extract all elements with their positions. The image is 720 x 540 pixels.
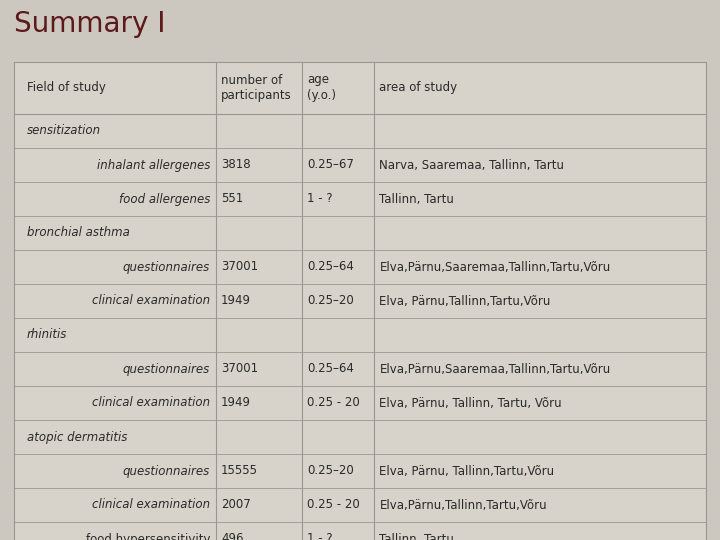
Text: 0.25–20: 0.25–20 <box>307 464 354 477</box>
Text: 551: 551 <box>221 192 243 206</box>
Text: Field of study: Field of study <box>27 82 105 94</box>
Text: Summary I: Summary I <box>14 10 166 38</box>
Text: clinical examination: clinical examination <box>92 396 210 409</box>
Text: food hypersensitivity: food hypersensitivity <box>86 532 210 540</box>
Text: clinical examination: clinical examination <box>92 294 210 307</box>
Text: 0.25–20: 0.25–20 <box>307 294 354 307</box>
Text: Tallinn, Tartu: Tallinn, Tartu <box>379 532 454 540</box>
Text: 37001: 37001 <box>221 260 258 273</box>
Text: inhalant allergenes: inhalant allergenes <box>96 159 210 172</box>
Text: 0.25 - 20: 0.25 - 20 <box>307 498 360 511</box>
Text: Elva,Pärnu,Tallinn,Tartu,Võru: Elva,Pärnu,Tallinn,Tartu,Võru <box>379 498 547 511</box>
Text: number of
participants: number of participants <box>221 73 292 103</box>
Text: area of study: area of study <box>379 82 457 94</box>
Text: 0.25 - 20: 0.25 - 20 <box>307 396 360 409</box>
Text: questionnaires: questionnaires <box>122 260 210 273</box>
Text: bronchial asthma: bronchial asthma <box>27 226 130 240</box>
Text: 3818: 3818 <box>221 159 251 172</box>
Text: rhinitis: rhinitis <box>27 328 67 341</box>
Text: 496: 496 <box>221 532 243 540</box>
Text: 1 - ?: 1 - ? <box>307 532 333 540</box>
Text: Elva, Pärnu,Tallinn,Tartu,Võru: Elva, Pärnu,Tallinn,Tartu,Võru <box>379 294 551 307</box>
Text: Elva, Pärnu, Tallinn,Tartu,Võru: Elva, Pärnu, Tallinn,Tartu,Võru <box>379 464 554 477</box>
Text: questionnaires: questionnaires <box>122 464 210 477</box>
Text: 2007: 2007 <box>221 498 251 511</box>
Text: 37001: 37001 <box>221 362 258 375</box>
Text: food allergenes: food allergenes <box>119 192 210 206</box>
Text: 1949: 1949 <box>221 396 251 409</box>
Text: sensitization: sensitization <box>27 125 101 138</box>
Text: 0.25–64: 0.25–64 <box>307 362 354 375</box>
Text: Elva,Pärnu,Saaremaa,Tallinn,Tartu,Võru: Elva,Pärnu,Saaremaa,Tallinn,Tartu,Võru <box>379 362 611 375</box>
Text: 0.25–64: 0.25–64 <box>307 260 354 273</box>
Text: 0.25–67: 0.25–67 <box>307 159 354 172</box>
Text: atopic dermatitis: atopic dermatitis <box>27 430 127 443</box>
Text: questionnaires: questionnaires <box>122 362 210 375</box>
Text: Elva, Pärnu, Tallinn, Tartu, Võru: Elva, Pärnu, Tallinn, Tartu, Võru <box>379 396 562 409</box>
Text: 15555: 15555 <box>221 464 258 477</box>
Text: clinical examination: clinical examination <box>92 498 210 511</box>
Text: 1 - ?: 1 - ? <box>307 192 333 206</box>
Text: Narva, Saaremaa, Tallinn, Tartu: Narva, Saaremaa, Tallinn, Tartu <box>379 159 564 172</box>
Text: Tallinn, Tartu: Tallinn, Tartu <box>379 192 454 206</box>
Text: age
(y.o.): age (y.o.) <box>307 73 336 103</box>
Text: 1949: 1949 <box>221 294 251 307</box>
Text: Elva,Pärnu,Saaremaa,Tallinn,Tartu,Võru: Elva,Pärnu,Saaremaa,Tallinn,Tartu,Võru <box>379 260 611 273</box>
